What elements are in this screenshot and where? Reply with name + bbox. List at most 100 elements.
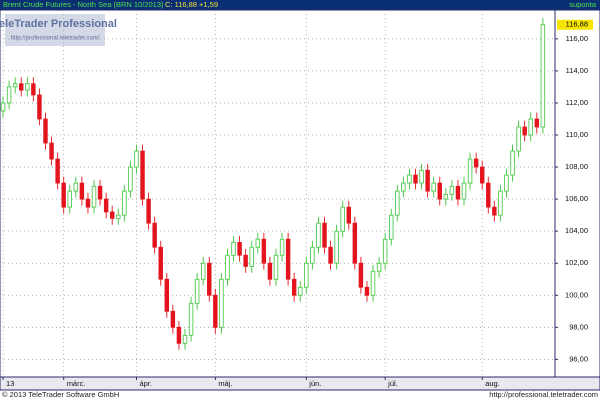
y-tick-label: 102,00 — [565, 258, 588, 267]
candle-body — [455, 185, 461, 200]
candle-body — [85, 198, 91, 208]
candle-body — [516, 126, 521, 152]
candle-body — [431, 182, 436, 192]
candle-body — [298, 286, 303, 296]
candle-body — [219, 278, 224, 328]
y-tick-label: 106,00 — [565, 194, 588, 203]
candle-body — [55, 158, 60, 184]
candle-body — [128, 166, 133, 192]
candle-body — [67, 190, 72, 208]
candle-body — [12, 83, 18, 88]
candle-body — [267, 262, 273, 280]
candle-body — [534, 118, 540, 128]
last-quote: C: 116,88 +1,59 — [165, 0, 218, 9]
candle-body — [498, 190, 503, 216]
candle-body — [37, 94, 42, 120]
candle-body — [200, 262, 206, 280]
candle-body — [291, 278, 297, 296]
header-bar — [0, 0, 600, 10]
candle-body — [182, 334, 188, 344]
candle-body — [0, 102, 6, 112]
candle-body — [437, 182, 442, 200]
candle-body — [486, 182, 491, 208]
candle-body — [134, 150, 139, 168]
last-price-box — [557, 19, 593, 30]
y-tick-label: 112,00 — [566, 98, 588, 107]
candle-body — [461, 182, 467, 200]
y-tick-label: 98,00 — [569, 322, 588, 331]
candle-body — [61, 182, 66, 208]
y-tick-label: 110,00 — [566, 130, 588, 139]
candle-body — [540, 24, 546, 128]
candle-body — [322, 222, 327, 248]
candle-body — [522, 126, 527, 136]
candle-body — [255, 238, 261, 248]
source: suponta — [569, 0, 597, 9]
x-tick-label: júl. — [387, 379, 398, 388]
candle-body — [97, 185, 103, 200]
candle-body — [91, 185, 97, 208]
candle-body — [73, 182, 79, 192]
candle-body — [285, 238, 291, 280]
candle-body — [310, 246, 315, 264]
candle-body — [419, 169, 424, 184]
candle-body — [31, 83, 36, 96]
candle-body — [213, 294, 218, 328]
candle-body — [6, 86, 12, 104]
candle-body — [273, 254, 279, 280]
footer-copyright: © 2013 TeleTrader Software GmbH — [2, 390, 119, 399]
y-tick-label: 108,00 — [565, 162, 588, 171]
candle-body — [389, 214, 394, 240]
candle-body — [243, 254, 248, 267]
candle-body — [370, 270, 376, 296]
candle-body — [146, 198, 151, 224]
candle-body — [492, 206, 497, 216]
candle-body — [231, 241, 236, 256]
candle-body — [346, 206, 351, 224]
y-tick-label: 104,00 — [565, 226, 588, 235]
y-tick-label: 114,00 — [566, 66, 588, 75]
candle-body — [43, 118, 48, 144]
candle-body — [194, 278, 200, 304]
candle-body — [237, 241, 242, 256]
candle-body — [225, 254, 230, 280]
candle-body — [334, 230, 339, 264]
candle-body — [49, 142, 54, 160]
candle-body — [140, 150, 145, 200]
candle-body — [467, 158, 473, 184]
candle-body — [328, 246, 333, 264]
candle-body — [164, 278, 170, 312]
x-tick-label: 13 — [6, 379, 14, 388]
candle-body — [249, 246, 254, 267]
x-tick-label: jún. — [308, 379, 321, 388]
candle-body — [19, 83, 24, 91]
candle-body — [340, 206, 345, 232]
candle-body — [279, 238, 285, 256]
candle-body — [358, 262, 364, 288]
candle-body — [382, 238, 388, 264]
candle-body — [352, 222, 358, 264]
candle-body — [176, 326, 182, 344]
candle-body — [395, 190, 400, 216]
watermark-title: TeleTrader Professional — [0, 18, 117, 30]
y-tick-label: 96,00 — [569, 354, 588, 363]
candle-body — [443, 193, 449, 200]
footer-url: http://professional.teletrader.com — [489, 390, 598, 399]
watermark-box — [5, 14, 105, 46]
x-axis-area — [0, 376, 600, 391]
candle-body — [122, 190, 127, 216]
watermark-url: http://professional.teletrader.com/ — [11, 36, 100, 42]
candle-body — [407, 174, 412, 184]
candle-body — [261, 238, 267, 264]
candle-body — [316, 222, 321, 248]
candle-body — [528, 118, 533, 136]
candle-body — [79, 182, 85, 200]
candle-body — [473, 158, 479, 168]
candle-body — [152, 222, 157, 248]
candle-body — [376, 262, 382, 272]
candle-body — [109, 211, 115, 219]
candle-body — [479, 166, 485, 184]
candle-body — [116, 214, 121, 219]
